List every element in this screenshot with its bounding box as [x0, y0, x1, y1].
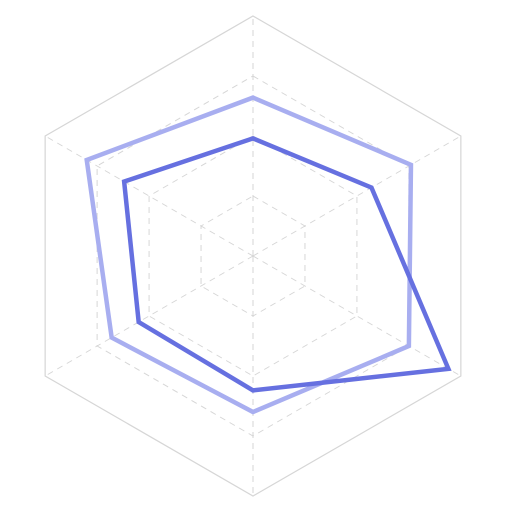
grid-spoke-3: [252, 255, 462, 377]
grid-ring-2: [148, 135, 358, 377]
series-1-line: [84, 95, 414, 415]
radar-grid: [44, 15, 462, 497]
radar-series-group: [84, 95, 452, 415]
grid-ring-4: [44, 15, 462, 497]
grid-spoke-6: [44, 135, 254, 257]
grid-spoke-5: [44, 255, 254, 377]
series-2-line: [121, 135, 452, 393]
grid-spoke-2: [252, 135, 462, 257]
